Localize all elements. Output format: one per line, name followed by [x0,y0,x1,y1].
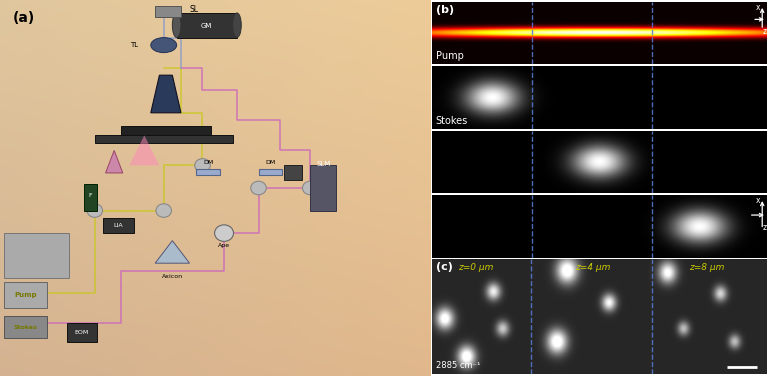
Text: DM: DM [266,161,276,165]
Text: Ape: Ape [218,243,230,247]
Bar [104,218,134,233]
Ellipse shape [233,13,241,38]
Text: SL: SL [190,5,199,14]
Bar [310,165,336,211]
Text: (b): (b) [435,5,454,15]
Text: LIA: LIA [114,223,124,228]
Text: Pump: Pump [15,292,37,298]
Text: SLM: SLM [316,161,330,167]
Polygon shape [129,135,160,165]
Bar [177,13,237,38]
Ellipse shape [151,38,177,53]
Text: z: z [763,223,767,232]
Text: EOM: EOM [74,330,89,335]
Text: GM: GM [201,23,213,29]
Text: Axicon: Axicon [162,274,183,279]
Text: 2885 cm⁻¹: 2885 cm⁻¹ [435,361,480,370]
Bar [121,126,211,135]
Text: z: z [763,27,767,36]
Bar [5,316,48,338]
Bar [84,184,97,211]
Polygon shape [105,150,123,173]
Circle shape [251,181,266,195]
Text: Pump: Pump [435,51,464,61]
Text: F: F [88,193,92,198]
Circle shape [156,204,171,217]
Ellipse shape [172,13,181,38]
Circle shape [214,225,233,241]
Text: DM: DM [204,161,214,165]
FancyBboxPatch shape [196,169,220,175]
Text: Stokes: Stokes [435,116,468,126]
Polygon shape [155,241,190,263]
Bar [284,165,302,180]
Text: x: x [756,196,760,205]
Polygon shape [151,75,181,113]
Text: (a): (a) [13,11,35,25]
Bar [155,6,181,17]
Text: z=0 μm: z=0 μm [458,263,494,272]
Bar [5,282,48,308]
FancyBboxPatch shape [259,169,282,175]
Circle shape [303,181,318,195]
Text: TL: TL [130,42,138,48]
Bar [5,233,69,278]
Circle shape [87,204,103,217]
Text: z=4 μm: z=4 μm [575,263,611,272]
Text: Stokes: Stokes [14,324,38,330]
Bar [94,135,233,143]
Circle shape [195,159,210,172]
Text: (c): (c) [435,262,452,272]
Text: x: x [756,3,760,12]
Bar [67,323,97,342]
Text: z=8 μm: z=8 μm [689,263,725,272]
